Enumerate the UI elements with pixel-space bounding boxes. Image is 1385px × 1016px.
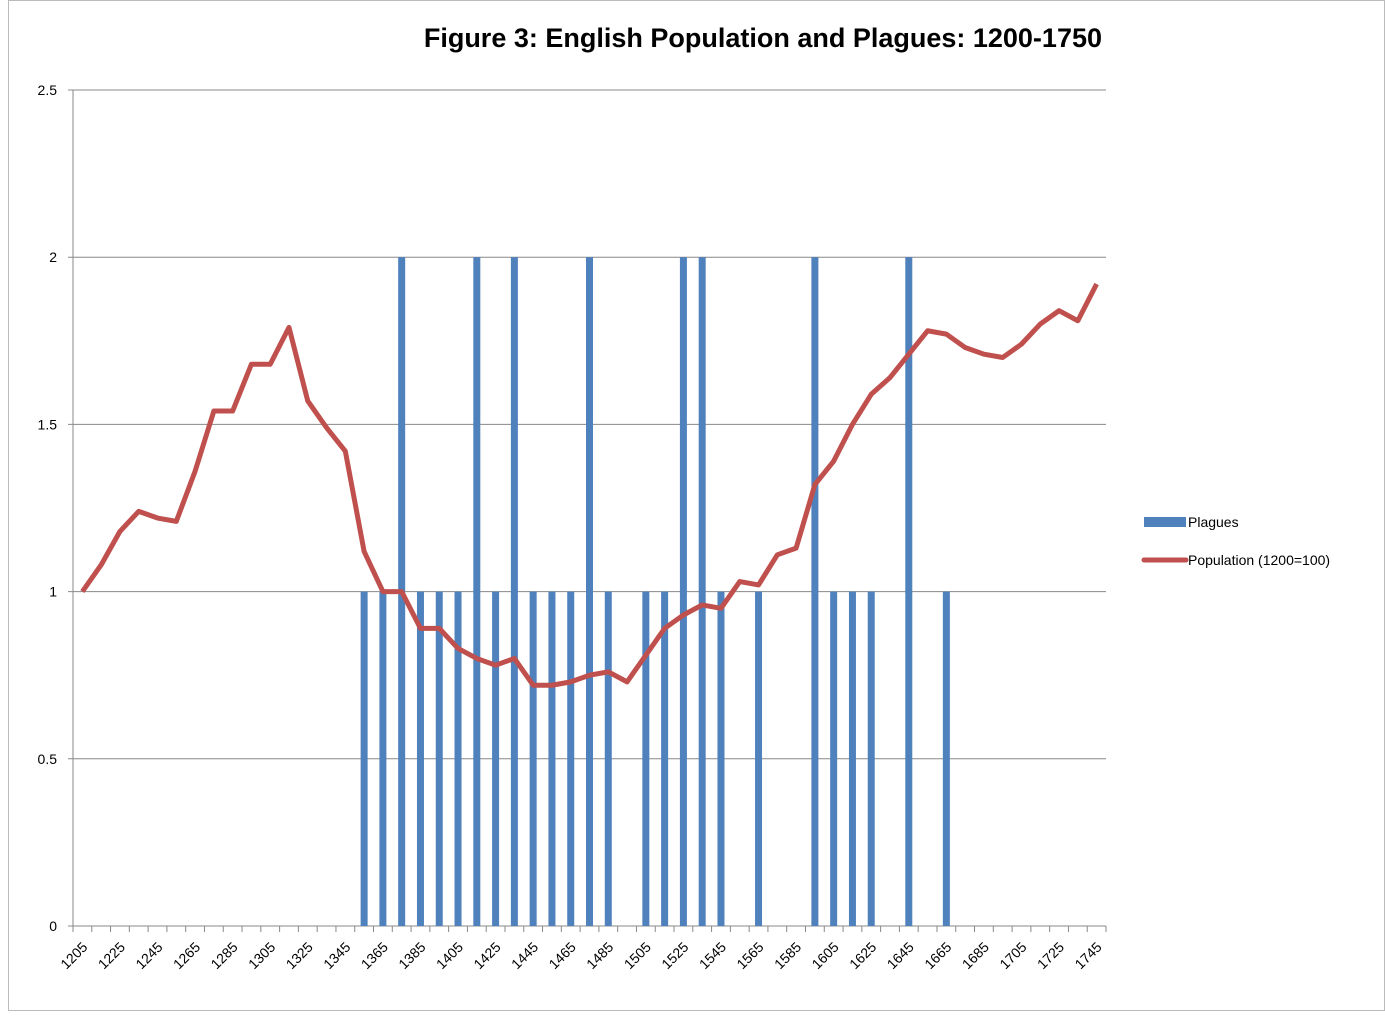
bar: [586, 257, 593, 926]
legend-label: Plagues: [1188, 514, 1239, 530]
legend-label: Population (1200=100): [1188, 552, 1330, 568]
bar: [848, 591, 856, 926]
y-tick-label: 2: [49, 249, 57, 265]
bar: [510, 257, 518, 926]
y-tick-label: 0.5: [38, 751, 58, 767]
bar: [717, 591, 725, 926]
bar: [642, 591, 650, 926]
chart-frame: [8, 0, 1385, 1011]
bar: [416, 591, 424, 926]
line: [80, 282, 1099, 688]
y-tick-label: 1: [49, 584, 57, 600]
bar: [867, 591, 875, 926]
y-tick-label: 2.5: [38, 82, 58, 98]
bar: [698, 257, 706, 926]
bar: [830, 591, 838, 926]
bar: [942, 591, 950, 926]
bar: [360, 591, 368, 926]
bar: [905, 257, 913, 926]
chart-title: Figure 3: English Population and Plagues…: [424, 23, 1102, 53]
bar: [567, 591, 575, 926]
y-tick-label: 0: [49, 918, 57, 934]
bar: [492, 591, 500, 926]
bar: [529, 591, 537, 926]
bar: [661, 591, 669, 926]
bar: [379, 591, 387, 926]
legend-swatch: [1144, 517, 1186, 527]
bar: [435, 591, 443, 926]
bar: [811, 257, 819, 926]
bar: [548, 591, 556, 926]
bar: [604, 591, 612, 926]
bar: [755, 591, 763, 926]
bar: [679, 257, 687, 926]
bar: [473, 257, 481, 926]
bar: [454, 591, 462, 926]
y-tick-label: 1.5: [38, 416, 58, 432]
